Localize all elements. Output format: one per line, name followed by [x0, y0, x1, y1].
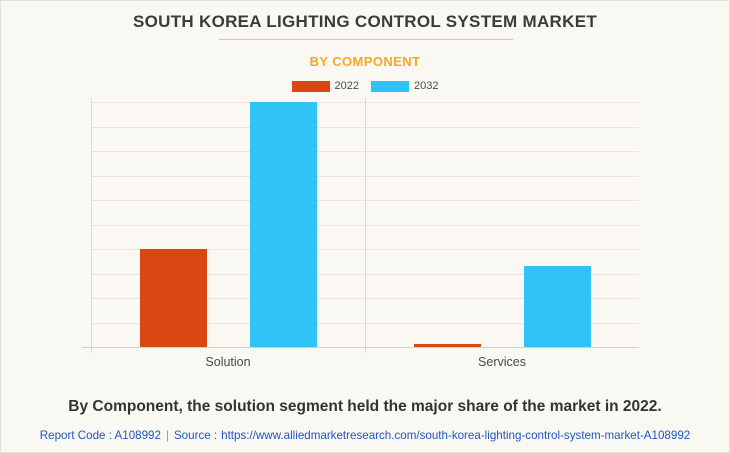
source-label: Source :: [173, 429, 218, 442]
bar-solution-2022: [140, 249, 207, 347]
bar-services-2032: [524, 266, 591, 347]
title-divider: [219, 39, 513, 40]
legend-swatch-2032: [371, 80, 409, 92]
chart-subtitle: BY COMPONENT: [309, 54, 421, 69]
category-separator-line: [365, 98, 366, 353]
report-code: Report Code : A108992: [39, 429, 161, 442]
legend-item-2032[interactable]: 2032: [371, 80, 438, 92]
category-label-services: Services: [478, 355, 526, 369]
summary-text: By Component, the solution segment held …: [68, 398, 662, 415]
legend-label: 2032: [414, 80, 439, 92]
footer-separator: |: [165, 429, 169, 442]
x-axis-line: [82, 347, 639, 348]
chart-legend: 2022 2032: [1, 80, 729, 92]
y-axis-line: [91, 98, 92, 353]
legend-item-2022[interactable]: 2022: [291, 80, 359, 92]
legend-swatch-2022: [291, 80, 330, 92]
legend-label: 2022: [334, 80, 359, 92]
bar-services-2022: [414, 344, 481, 347]
bar-chart-plot-area: Solution Services: [82, 98, 639, 369]
source-footer: Report Code : A108992 | Source : https://ww…: [1, 429, 729, 442]
page-title: SOUTH KOREA LIGHTING CONTROL SYSTEM MARK…: [132, 12, 598, 31]
category-label-solution: Solution: [205, 355, 251, 369]
source-link[interactable]: https://www.alliedmarketresearch.com/sou…: [221, 429, 691, 442]
bar-solution-2032: [250, 102, 317, 347]
